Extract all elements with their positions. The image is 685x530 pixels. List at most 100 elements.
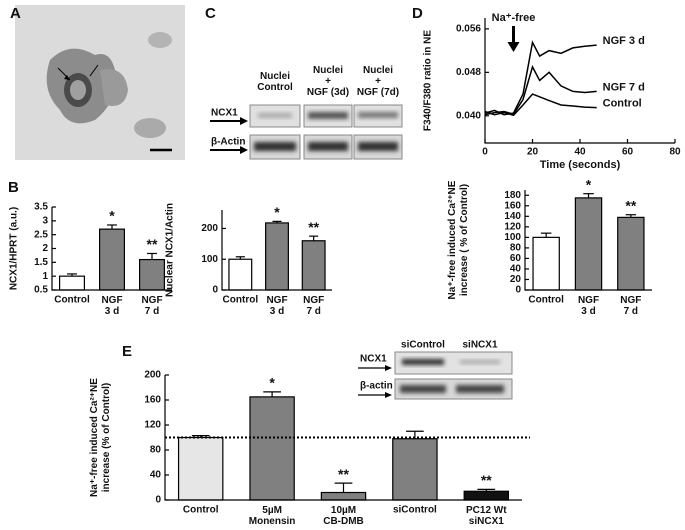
x-tick-label: siControl <box>393 505 437 516</box>
y-tick-label: 1.5 <box>34 257 48 268</box>
y-tick-label: 0 <box>212 285 218 296</box>
significance: * <box>274 204 280 220</box>
y-tick-label: 0.056 <box>456 24 481 35</box>
y-tick-label: 180 <box>504 190 521 201</box>
y-tick-label: 160 <box>504 200 521 211</box>
y-tick-label: 0 <box>155 495 161 506</box>
x-tick-label: NGF 3 d <box>101 295 122 317</box>
y-tick-label: 100 <box>504 232 521 243</box>
y-tick-label: 0 <box>515 285 521 296</box>
annotation: Na⁺-free <box>492 12 536 24</box>
y-tick-label: 2 <box>42 243 48 254</box>
bar <box>574 197 603 291</box>
blot-c <box>210 104 403 160</box>
y-tick-label: 20 <box>510 274 522 285</box>
x-tick-label: PC12 Wt siNCX1 <box>466 505 507 527</box>
y-tick-label: 120 <box>504 221 521 232</box>
series-label: NGF 7 d <box>603 81 645 93</box>
blot-e <box>358 351 513 400</box>
x-tick-label: NGF 7 d <box>620 295 641 317</box>
bar <box>463 490 510 501</box>
y-axis-label: NCX1/HPRT (a.u.) <box>9 207 20 290</box>
x-tick-label: Control <box>54 295 90 306</box>
x-tick-label: 20 <box>527 147 539 158</box>
significance: * <box>109 208 115 224</box>
row-label: NCX1 <box>360 354 387 365</box>
y-tick-label: 3.5 <box>34 202 48 213</box>
y-tick-label: 60 <box>510 253 522 264</box>
row-label: NCX1 <box>211 108 238 119</box>
panel-label: C <box>205 5 216 22</box>
series-label: NGF 3 d <box>603 35 645 47</box>
y-tick-label: 3 <box>42 215 48 226</box>
x-tick-label: Control <box>183 505 219 516</box>
bar <box>139 258 166 291</box>
x-tick-label: 80 <box>669 147 681 158</box>
x-tick-label: 40 <box>574 147 586 158</box>
lane-label: siNCX1 <box>462 340 497 351</box>
lane-label: Nuclei Control <box>257 71 293 93</box>
y-tick-label: 120 <box>144 420 161 431</box>
bar <box>392 438 438 501</box>
bar <box>58 275 85 291</box>
y-tick-label: 2.5 <box>34 229 48 240</box>
panel-label: D <box>412 5 423 22</box>
bar <box>320 491 367 501</box>
x-tick-label: NGF 3 d <box>266 295 287 317</box>
y-tick-label: 40 <box>150 470 162 481</box>
panel-label: A <box>10 5 21 22</box>
significance: ** <box>625 197 636 213</box>
x-tick-label: 10µM CB-DMB <box>323 505 364 527</box>
y-tick-label: 0.040 <box>456 110 481 121</box>
bar <box>98 228 125 291</box>
significance: ** <box>308 219 319 235</box>
bar <box>532 236 560 291</box>
bar <box>301 240 326 291</box>
y-tick-label: 0.5 <box>34 285 48 296</box>
bar <box>249 396 295 501</box>
x-axis-label: Time (seconds) <box>540 159 621 171</box>
bar <box>228 258 253 291</box>
series-label: Control <box>603 98 642 110</box>
annotation-arrowhead <box>507 42 520 52</box>
bar <box>265 222 289 291</box>
significance: ** <box>147 236 158 252</box>
x-tick-label: NGF 7 d <box>303 295 324 317</box>
bar <box>617 216 645 291</box>
y-tick-label: 40 <box>510 264 522 275</box>
bar <box>177 436 224 501</box>
series-line <box>484 64 597 116</box>
x-tick-label: NGF 3 d <box>578 295 599 317</box>
row-label: β-Actin <box>211 137 245 148</box>
y-tick-label: 140 <box>504 211 521 222</box>
panel-label: E <box>122 343 132 360</box>
y-axis-label: F340/F380 ratio in NE <box>423 30 434 131</box>
y-tick-label: 200 <box>201 223 218 234</box>
significance: * <box>269 375 275 391</box>
y-tick-label: 160 <box>144 395 161 406</box>
x-tick-label: 60 <box>622 147 634 158</box>
x-tick-label: NGF 7 d <box>141 295 162 317</box>
y-tick-label: 200 <box>144 370 161 381</box>
y-tick-label: 100 <box>201 254 218 265</box>
y-tick-label: 80 <box>150 445 162 456</box>
series-line <box>484 40 597 116</box>
significance: ** <box>481 472 492 488</box>
y-axis-label: Na⁺-free induced Ca²⁺NEincrease ( % of C… <box>447 180 470 299</box>
lane-label: siControl <box>401 340 445 351</box>
significance: ** <box>338 466 349 482</box>
y-axis-label: Na⁺-free induced Ca²⁺NEincrease (% of Co… <box>89 378 112 497</box>
y-axis-label: Nuclear NCX1/Actin <box>165 203 176 297</box>
x-tick-label: 0 <box>482 147 488 158</box>
x-tick-label: Control <box>223 295 259 306</box>
row-label: β-actin <box>360 381 393 392</box>
y-tick-label: 0.048 <box>456 67 481 78</box>
x-tick-label: Control <box>528 295 564 306</box>
significance: * <box>586 176 592 192</box>
x-tick-label: 5µM Monensin <box>249 505 296 527</box>
y-tick-label: 80 <box>510 243 522 254</box>
lane-label: Nuclei + NGF (7d) <box>357 65 399 98</box>
lane-label: Nuclei + NGF (3d) <box>307 65 349 98</box>
micrograph <box>15 5 185 160</box>
